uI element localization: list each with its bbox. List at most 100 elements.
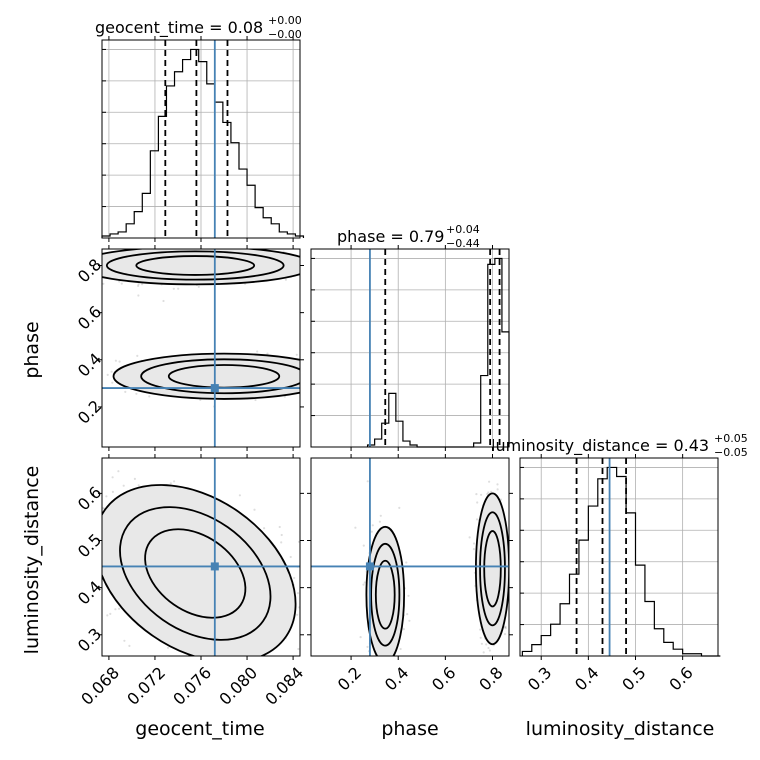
- x-tick-label-phase: 0.8: [475, 663, 506, 694]
- contour-line: [479, 511, 506, 627]
- sample-point: [496, 483, 499, 486]
- sample-point: [66, 535, 68, 537]
- sample-point: [59, 514, 61, 516]
- panel-geocent_time-vs-phase: [34, 244, 350, 451]
- sample-point: [90, 524, 92, 526]
- sample-point: [398, 506, 401, 509]
- sample-point: [472, 548, 475, 551]
- sample-point: [304, 572, 306, 574]
- sample-point: [254, 398, 257, 402]
- sample-point: [197, 285, 200, 288]
- sample-point: [34, 262, 36, 264]
- sample-point: [123, 639, 126, 642]
- sample-point: [284, 278, 287, 281]
- title-luminosity-distance-sup: +0.05: [714, 432, 748, 445]
- contour-line: [135, 255, 256, 276]
- sample-point: [488, 649, 491, 652]
- sample-point: [366, 645, 369, 649]
- sample-point: [375, 662, 377, 664]
- sample-point: [296, 592, 300, 595]
- sample-point: [480, 493, 483, 496]
- sample-point: [348, 632, 350, 634]
- x-tick-label-geocent_time: 0.076: [169, 663, 215, 709]
- hist-panel-phase: [310, 245, 510, 451]
- sample-point: [128, 644, 131, 648]
- sample-point: [0, 508, 2, 510]
- sample-point: [359, 636, 362, 639]
- sample-point: [479, 636, 482, 639]
- sample-point: [297, 540, 300, 543]
- contour-line: [102, 484, 297, 656]
- x-tick-label-phase: 0.2: [334, 663, 365, 694]
- x-tick-label-geocent_time: 0.084: [261, 663, 307, 709]
- x-tick-label-luminosity_distance: 0.6: [665, 663, 696, 694]
- sample-point: [99, 563, 101, 565]
- sample-point: [504, 625, 507, 629]
- title-phase-main: phase = 0.79: [337, 227, 444, 246]
- sample-point: [80, 253, 82, 255]
- sample-point: [304, 370, 306, 372]
- sample-point: [111, 476, 114, 479]
- sample-point: [291, 660, 293, 662]
- sample-point: [102, 506, 105, 510]
- sample-point: [313, 376, 315, 378]
- sample-point: [321, 385, 323, 387]
- sample-point: [122, 484, 125, 487]
- sample-point: [311, 375, 313, 377]
- sample-point: [97, 532, 99, 534]
- sample-point: [386, 665, 388, 667]
- sample-point: [480, 642, 483, 645]
- sample-point: [48, 583, 50, 585]
- y-tick-label-luminosity_distance: 0.5: [74, 530, 105, 561]
- sample-point: [182, 246, 184, 248]
- sample-point: [503, 633, 507, 636]
- sample-point: [511, 570, 513, 572]
- sample-point: [166, 646, 170, 649]
- sample-point: [141, 283, 144, 286]
- sample-point: [339, 650, 341, 652]
- density-fill: [102, 249, 300, 285]
- sample-point: [37, 255, 39, 257]
- sample-point: [479, 628, 482, 631]
- sample-point: [148, 395, 151, 398]
- sample-point: [318, 268, 320, 270]
- sample-point: [177, 287, 180, 290]
- sample-point: [345, 282, 347, 284]
- sample-point: [102, 282, 105, 285]
- sample-point: [354, 526, 357, 529]
- sample-point: [472, 542, 476, 545]
- x-tick-label-luminosity_distance: 0.4: [571, 663, 602, 694]
- sample-point: [510, 628, 512, 630]
- sample-point: [468, 536, 471, 539]
- title-luminosity-distance-main: luminosity_distance = 0.43: [491, 436, 709, 456]
- sample-point: [210, 658, 212, 660]
- x-tick-label-phase: 0.6: [428, 663, 459, 694]
- sample-point: [191, 244, 193, 246]
- sample-point: [345, 371, 347, 373]
- sample-point: [289, 555, 292, 559]
- sample-point: [319, 364, 321, 366]
- sample-point: [118, 360, 121, 363]
- title-luminosity-distance: luminosity_distance = 0.43 +0.05 −0.05: [491, 432, 748, 459]
- sample-point: [510, 597, 512, 599]
- sample-point: [220, 663, 222, 665]
- sample-point: [214, 656, 216, 658]
- sample-point: [306, 356, 308, 358]
- sample-point: [348, 267, 350, 269]
- sample-point: [405, 561, 408, 564]
- sample-point: [307, 626, 309, 628]
- sample-point: [78, 577, 80, 579]
- sample-point: [375, 689, 377, 691]
- sample-point: [335, 639, 337, 641]
- sample-point: [295, 353, 298, 356]
- sample-point: [305, 613, 307, 615]
- sample-point: [366, 480, 369, 483]
- sample-point: [114, 359, 117, 362]
- sample-point: [69, 287, 71, 289]
- sample-point: [371, 524, 374, 527]
- sample-point: [70, 544, 72, 546]
- contour-line: [119, 506, 272, 641]
- sample-point: [313, 380, 315, 382]
- sample-point: [239, 244, 241, 246]
